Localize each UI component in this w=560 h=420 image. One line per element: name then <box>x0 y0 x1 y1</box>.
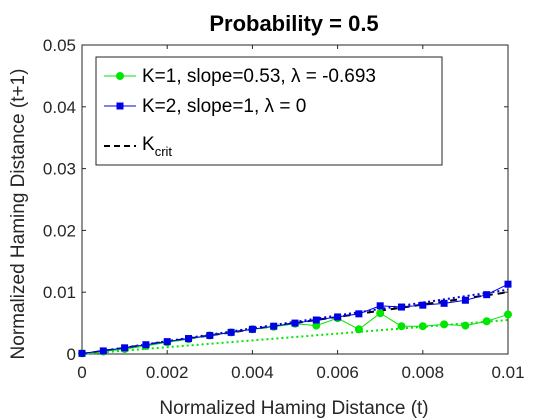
data-point-k2 <box>291 319 299 327</box>
legend-label-k1: K=1, slope=0.53, λ = -0.693 <box>142 66 376 87</box>
data-point-k1 <box>312 321 321 330</box>
legend-label-kcrit-sub: crit <box>155 144 173 159</box>
data-point-k2 <box>121 344 129 352</box>
x-tick-label: 0.01 <box>491 363 524 382</box>
axis-ticks: 0 0.002 0.004 0.006 0.008 0.01 0 0.01 0.02 0.03 0.… <box>43 36 525 382</box>
legend-box <box>95 56 443 166</box>
data-point-k1 <box>440 320 449 329</box>
data-point-k1 <box>482 317 491 326</box>
data-point-k2 <box>248 325 256 333</box>
data-point-k2 <box>206 331 214 339</box>
legend-label-kcrit: Kcrit <box>142 134 172 159</box>
data-point-k2 <box>99 347 107 355</box>
x-tick-label: 0 <box>77 363 86 382</box>
data-point-k1 <box>354 325 363 334</box>
x-tick-label: 0.008 <box>402 363 445 382</box>
legend: K=1, slope=0.53, λ = -0.693 K=2, slope=1… <box>95 56 443 166</box>
data-point-k1 <box>504 310 512 319</box>
x-tick-label: 0.002 <box>146 363 189 382</box>
legend-label-kcrit-main: K <box>142 134 155 155</box>
data-point-k2 <box>142 341 150 349</box>
data-point-k2 <box>355 310 363 318</box>
x-axis-label: Normalized Haming Distance (t) <box>159 398 428 419</box>
data-point-k2 <box>398 303 405 311</box>
fit-line-2 <box>81 319 509 355</box>
legend-marker-k1 <box>116 72 124 80</box>
data-point-k2 <box>78 349 86 357</box>
x-tick-label: 0.006 <box>316 363 359 382</box>
data-point-k2 <box>227 328 235 336</box>
data-point-k2 <box>483 291 491 299</box>
legend-entry-k2: K=2, slope=1, λ = 0 <box>104 96 306 117</box>
y-tick-label: 0 <box>67 345 76 364</box>
data-point-k1 <box>376 309 385 318</box>
y-tick-label: 0.01 <box>43 283 76 302</box>
data-point-k2 <box>419 301 427 309</box>
legend-label-k2: K=2, slope=1, λ = 0 <box>142 96 306 117</box>
data-point-k2 <box>270 322 278 330</box>
y-tick-label: 0.04 <box>43 98 76 117</box>
data-point-k2 <box>440 299 448 307</box>
data-point-k1 <box>418 322 427 331</box>
legend-marker-k2 <box>116 102 124 110</box>
data-point-k2 <box>312 316 320 324</box>
data-point-k2 <box>376 302 384 310</box>
data-point-k1 <box>461 321 470 330</box>
y-tick-label: 0.05 <box>43 36 76 55</box>
data-point-k2 <box>461 296 469 304</box>
y-axis-label: Normalized Haming Distance (t+1) <box>8 69 29 360</box>
data-point-k2 <box>504 280 512 288</box>
data-point-k2 <box>334 313 342 321</box>
legend-entry-kcrit: Kcrit <box>104 134 172 159</box>
y-tick-label: 0.03 <box>43 160 76 179</box>
chart-title: Probability = 0.5 <box>209 11 378 36</box>
legend-entry-k1: K=1, slope=0.53, λ = -0.693 <box>104 66 376 87</box>
x-tick-label: 0.004 <box>231 363 274 382</box>
y-tick-label: 0.02 <box>43 221 76 240</box>
series-layer <box>78 280 512 358</box>
data-point-k2 <box>185 335 192 343</box>
data-point-k1 <box>397 322 406 331</box>
data-point-k2 <box>163 338 171 346</box>
